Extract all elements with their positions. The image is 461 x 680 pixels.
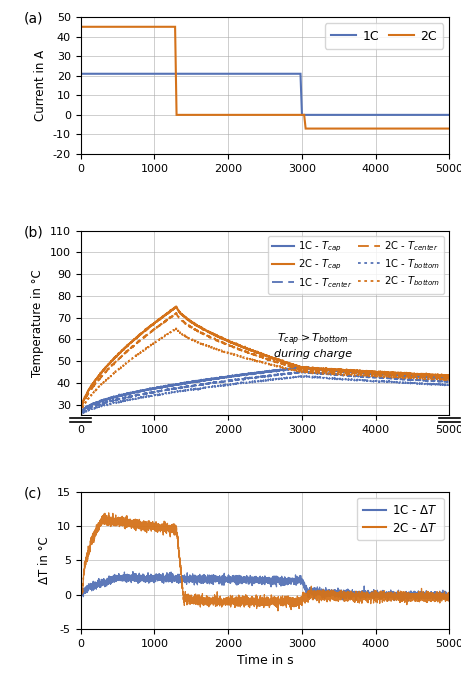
Legend: 1C - $\Delta T$, 2C - $\Delta T$: 1C - $\Delta T$, 2C - $\Delta T$ — [357, 498, 443, 541]
Legend: 1C - $T_{cap}$, 2C - $T_{cap}$, 1C - $T_{center}$, 2C - $T_{center}$, 1C - $T_{b: 1C - $T_{cap}$, 2C - $T_{cap}$, 1C - $T_… — [268, 235, 444, 294]
Legend: 1C, 2C: 1C, 2C — [325, 23, 443, 49]
Y-axis label: Temperature in °C: Temperature in °C — [31, 269, 44, 377]
Text: (b): (b) — [24, 226, 43, 240]
Text: $T_{cap} > T_{bottom}$
during charge: $T_{cap} > T_{bottom}$ during charge — [274, 331, 352, 359]
Y-axis label: ΔT in °C: ΔT in °C — [38, 537, 51, 584]
X-axis label: Time in s: Time in s — [237, 654, 293, 667]
Text: (c): (c) — [24, 486, 42, 500]
Text: (a): (a) — [24, 12, 43, 26]
Y-axis label: Current in A: Current in A — [34, 50, 47, 121]
